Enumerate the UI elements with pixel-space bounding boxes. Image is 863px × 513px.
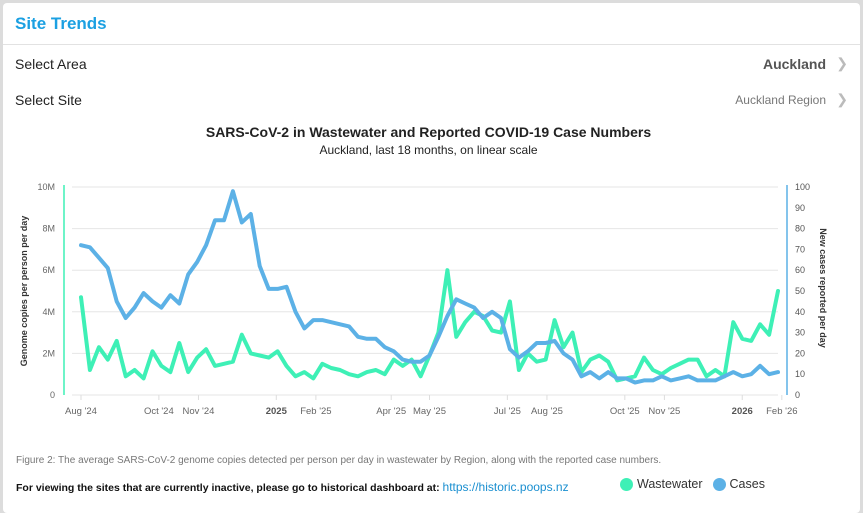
legend-cases[interactable]: Cases <box>729 477 765 491</box>
y2-tick-label: 80 <box>795 224 805 234</box>
x-tick-label: Oct '25 <box>610 406 640 417</box>
cases-legend-dot <box>712 477 726 491</box>
select-area-row[interactable]: Select Area Auckland ❯ <box>3 47 860 83</box>
select-area-value: Auckland <box>762 56 826 72</box>
y-tick-label: 10M <box>37 182 55 192</box>
x-tick-label: Aug '24 <box>65 406 97 417</box>
y2-tick-label: 40 <box>795 307 805 317</box>
y2-tick-label: 50 <box>795 286 805 296</box>
y2-tick-label: 30 <box>795 328 805 338</box>
y-tick-label: 4M <box>42 307 55 317</box>
select-site-value: Auckland Region <box>735 93 826 107</box>
x-tick-label: Jul '25 <box>494 406 521 417</box>
x-tick-label: Feb '25 <box>300 406 331 417</box>
y2-tick-label: 20 <box>795 348 805 358</box>
x-tick-label: Feb '26 <box>766 406 797 417</box>
x-tick-label: Aug '25 <box>531 406 563 417</box>
y2-tick-label: 60 <box>795 265 805 275</box>
chevron-right-icon: ❯ <box>836 55 848 71</box>
y-tick-label: 6M <box>42 265 55 275</box>
select-site-row[interactable]: Select Site Auckland Region ❯ <box>3 83 860 119</box>
card-header: Site Trends <box>3 3 860 45</box>
wastewater-legend-dot <box>620 477 633 491</box>
y2-tick-label: 90 <box>795 203 805 213</box>
y2-tick-label: 10 <box>795 369 805 379</box>
figure-caption: Figure 2: The average SARS-CoV-2 genome … <box>16 455 662 466</box>
inactive-sites-note: For viewing the sites that are currently… <box>16 480 569 494</box>
chart-subtitle: Auckland, last 18 months, on linear scal… <box>319 143 538 157</box>
y-tick-label: 0 <box>50 390 55 400</box>
x-tick-label: Nov '25 <box>648 406 680 417</box>
y2-tick-label: 0 <box>795 390 800 400</box>
x-tick-label: May '25 <box>413 406 446 417</box>
chevron-right-icon: ❯ <box>836 91 848 107</box>
y2-tick-label: 70 <box>795 244 805 254</box>
select-site-label: Select Site <box>15 92 82 108</box>
x-tick-label: Apr '25 <box>376 406 406 417</box>
x-tick-label: 2026 <box>732 406 753 417</box>
x-tick-label: 2025 <box>266 406 288 417</box>
note-text: For viewing the sites that are currently… <box>16 482 440 494</box>
legend-wastewater[interactable]: Wastewater <box>637 477 703 491</box>
y-tick-label: 8M <box>42 224 55 234</box>
x-tick-label: Oct '24 <box>144 406 174 417</box>
cases-series-line <box>79 189 780 385</box>
y-tick-label: 2M <box>42 348 55 358</box>
y-axis-title: Genome copies per person per day <box>19 216 29 367</box>
site-trends-card: Site Trends Select Area Auckland ❯ Selec… <box>3 3 860 513</box>
select-area-label: Select Area <box>15 56 87 72</box>
chart-title: SARS-CoV-2 in Wastewater and Reported CO… <box>205 124 652 140</box>
x-tick-label: Nov '24 <box>182 406 214 417</box>
y2-tick-label: 100 <box>795 182 810 192</box>
chart-legend: Wastewater Cases <box>620 477 765 491</box>
y2-axis-title: New cases reported per day <box>818 228 828 348</box>
page-title: Site Trends <box>15 14 107 33</box>
historic-dashboard-link[interactable]: https://historic.poops.nz <box>442 480 569 494</box>
